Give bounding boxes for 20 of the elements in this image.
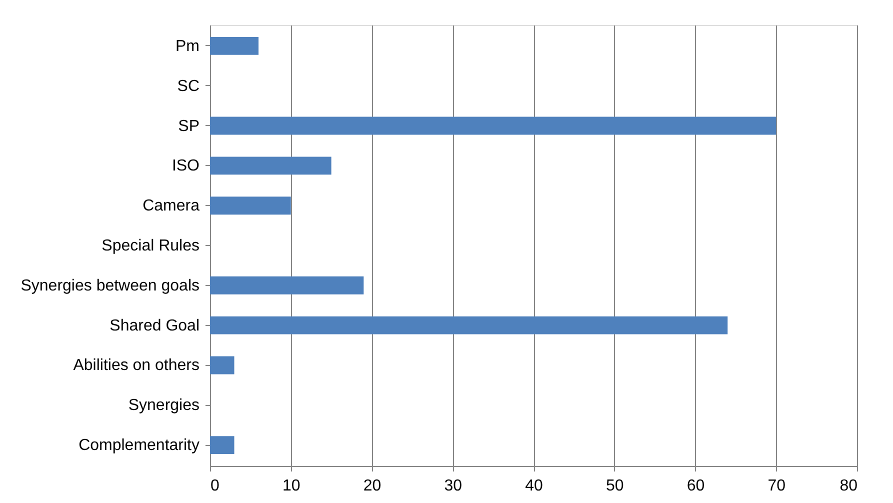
y-tick-label: Synergies between goals xyxy=(20,277,200,294)
y-tick-label: Camera xyxy=(142,198,200,215)
x-tick-label: 50 xyxy=(606,478,624,494)
y-tick-label: Abilities on others xyxy=(73,357,200,374)
x-tick-label: 0 xyxy=(210,478,220,494)
x-tick-label: 60 xyxy=(686,478,705,494)
x-tick-label: 70 xyxy=(768,478,786,494)
y-tick-label: Synergies xyxy=(128,397,200,414)
y-tick-label: Pm xyxy=(176,38,200,55)
x-tick-label: 10 xyxy=(282,478,300,494)
y-tick-label: Complementarity xyxy=(78,437,200,454)
y-tick-label: Shared Goal xyxy=(110,317,200,334)
y-tick-label: SC xyxy=(177,78,200,95)
y-tick-label: Special Rules xyxy=(102,238,200,254)
y-tick-label: ISO xyxy=(172,158,200,175)
x-tick-label: 30 xyxy=(444,478,462,494)
x-tick-label: 40 xyxy=(525,478,543,494)
x-tick-label: 80 xyxy=(840,478,858,494)
x-tick-label: 20 xyxy=(363,478,382,494)
y-tick-label: SP xyxy=(178,118,200,135)
